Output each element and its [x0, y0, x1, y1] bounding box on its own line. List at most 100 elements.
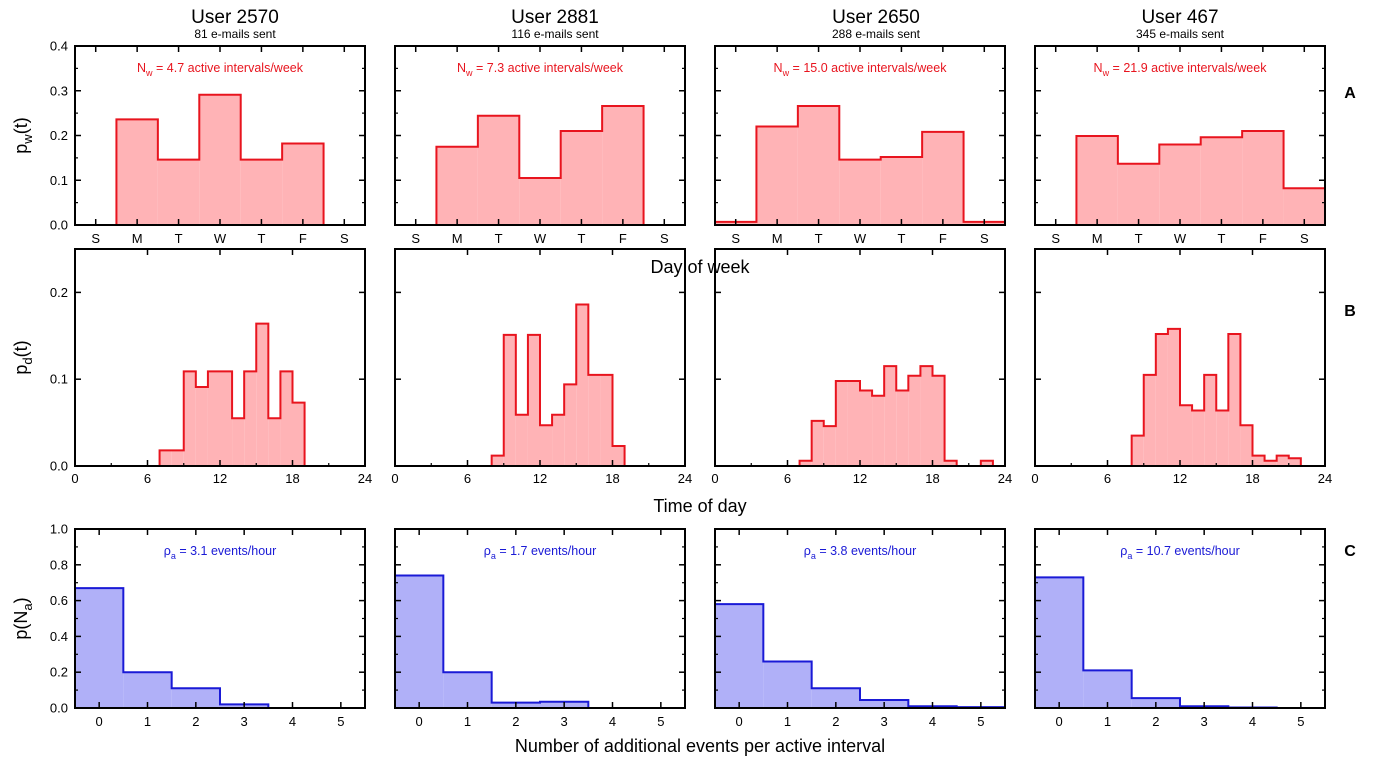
weekly-rate-note: Nw = 4.7 active intervals/week	[137, 61, 304, 78]
bar	[1167, 328, 1180, 466]
weekly-rate-note: Nw = 7.3 active intervals/week	[457, 61, 624, 78]
row-label-b: B	[1344, 303, 1356, 320]
bar	[1200, 137, 1243, 225]
x-tick-label: T	[1135, 231, 1143, 246]
x-tick-label: M	[132, 231, 143, 246]
panel-c-3: 0 1 2 3 4 5 ρa = 10.7 events/hour	[1034, 528, 1326, 729]
x-tick-label: 24	[358, 471, 372, 486]
panel-c-2: 0 1 2 3 4 5 ρa = 3.8 events/hour	[714, 528, 1006, 729]
x-tick-label: F	[939, 231, 947, 246]
x-tick-label: 4	[289, 714, 296, 729]
y-tick-label: 0.4	[50, 629, 68, 644]
y-tick-label: 0.0	[50, 459, 68, 474]
x-tick-label: 12	[853, 471, 867, 486]
bar	[256, 323, 269, 466]
x-tick-label: 0	[391, 471, 398, 486]
x-tick-label: 6	[1104, 471, 1111, 486]
bar	[944, 460, 957, 466]
bar	[436, 146, 478, 225]
x-tick-label: 6	[784, 471, 791, 486]
x-tick-label: 3	[1201, 714, 1208, 729]
bar	[477, 115, 520, 225]
x-tick-label: S	[1051, 231, 1060, 246]
bar	[491, 455, 504, 466]
bar	[240, 159, 283, 225]
x-tick-label: T	[897, 231, 905, 246]
panel-a-0: 0.0 0.1 0.2 0.3 0.4 S M T W T F S Nw = 4.7 active in…	[50, 39, 366, 246]
bar	[503, 334, 516, 466]
x-tick-label: M	[1092, 231, 1103, 246]
x-tick-label: S	[731, 231, 740, 246]
x-tick-label: S	[91, 231, 100, 246]
x-tick-label: 24	[998, 471, 1012, 486]
bar	[171, 450, 184, 466]
x-tick-label: W	[534, 231, 547, 246]
x-tick-label: 3	[241, 714, 248, 729]
bar	[880, 156, 923, 225]
y-tick-label: 0.2	[50, 665, 68, 680]
bar	[220, 371, 233, 466]
row-labels: A B C	[1344, 85, 1356, 560]
y-tick-label: 0.3	[50, 83, 68, 98]
bar	[896, 390, 909, 466]
panel-b-3: 0 6 12 18 24	[1031, 248, 1332, 486]
bar	[1076, 135, 1118, 225]
panel-b-2: 0 6 12 18 24	[711, 248, 1012, 486]
x-tick-label: 5	[977, 714, 984, 729]
series-line	[1035, 130, 1325, 226]
y-tick-label: 0.0	[50, 218, 68, 233]
bar	[908, 375, 921, 466]
bar	[872, 395, 885, 466]
x-tick-label: 0	[96, 714, 103, 729]
x-tick-label: S	[980, 231, 989, 246]
bar	[232, 418, 245, 466]
x-axis-label-day: Day of week	[650, 257, 750, 277]
bar	[1240, 425, 1253, 466]
x-tick-label: 18	[285, 471, 299, 486]
bar	[1288, 458, 1301, 466]
bar	[756, 126, 798, 225]
bar	[183, 371, 196, 466]
bar	[171, 688, 220, 708]
x-tick-label: 1	[1104, 714, 1111, 729]
bar	[1117, 163, 1160, 225]
bar	[292, 402, 305, 466]
x-tick-label: 0	[1031, 471, 1038, 486]
bar	[920, 366, 933, 466]
event-rate-note: ρa = 1.7 events/hour	[484, 544, 597, 561]
y-tick-label: 0.1	[50, 372, 68, 387]
bar	[763, 661, 812, 708]
series-line	[75, 93, 365, 226]
plot-area: 0.0 0.1 0.2 0.3 0.4 S M T W T F S Nw = 4.7 active in…	[11, 39, 1332, 730]
weekly-rate-note: Nw = 21.9 active intervals/week	[1094, 61, 1268, 78]
x-tick-label: W	[214, 231, 227, 246]
x-tick-label: 3	[881, 714, 888, 729]
bar	[847, 380, 860, 466]
bar	[811, 688, 860, 708]
y-tick-label: 0.2	[50, 285, 68, 300]
x-tick-label: 18	[925, 471, 939, 486]
x-tick-label: F	[299, 231, 307, 246]
y-tick-label: 0.8	[50, 557, 68, 572]
x-tick-label: T	[175, 231, 183, 246]
row-label-c: C	[1344, 543, 1356, 560]
x-tick-label: 0	[416, 714, 423, 729]
panel-subtitle: 81 e-mails sent	[194, 27, 276, 41]
bar	[1216, 410, 1229, 466]
bar	[811, 420, 824, 466]
bar	[195, 387, 208, 466]
bar	[207, 371, 220, 466]
x-tick-label: S	[340, 231, 349, 246]
x-tick-label: 5	[337, 714, 344, 729]
panel-a-2: S M T W T F S Nw = 15.0 active intervals/week	[714, 45, 1006, 246]
x-tick-label: T	[1217, 231, 1225, 246]
bar	[515, 414, 528, 466]
x-tick-label: 12	[533, 471, 547, 486]
bar	[1159, 144, 1201, 225]
x-tick-label: T	[257, 231, 265, 246]
y-tick-label: 0.0	[50, 701, 68, 716]
bar	[1035, 577, 1084, 708]
bar	[980, 460, 993, 466]
bar	[157, 159, 200, 225]
x-tick-label: S	[411, 231, 420, 246]
